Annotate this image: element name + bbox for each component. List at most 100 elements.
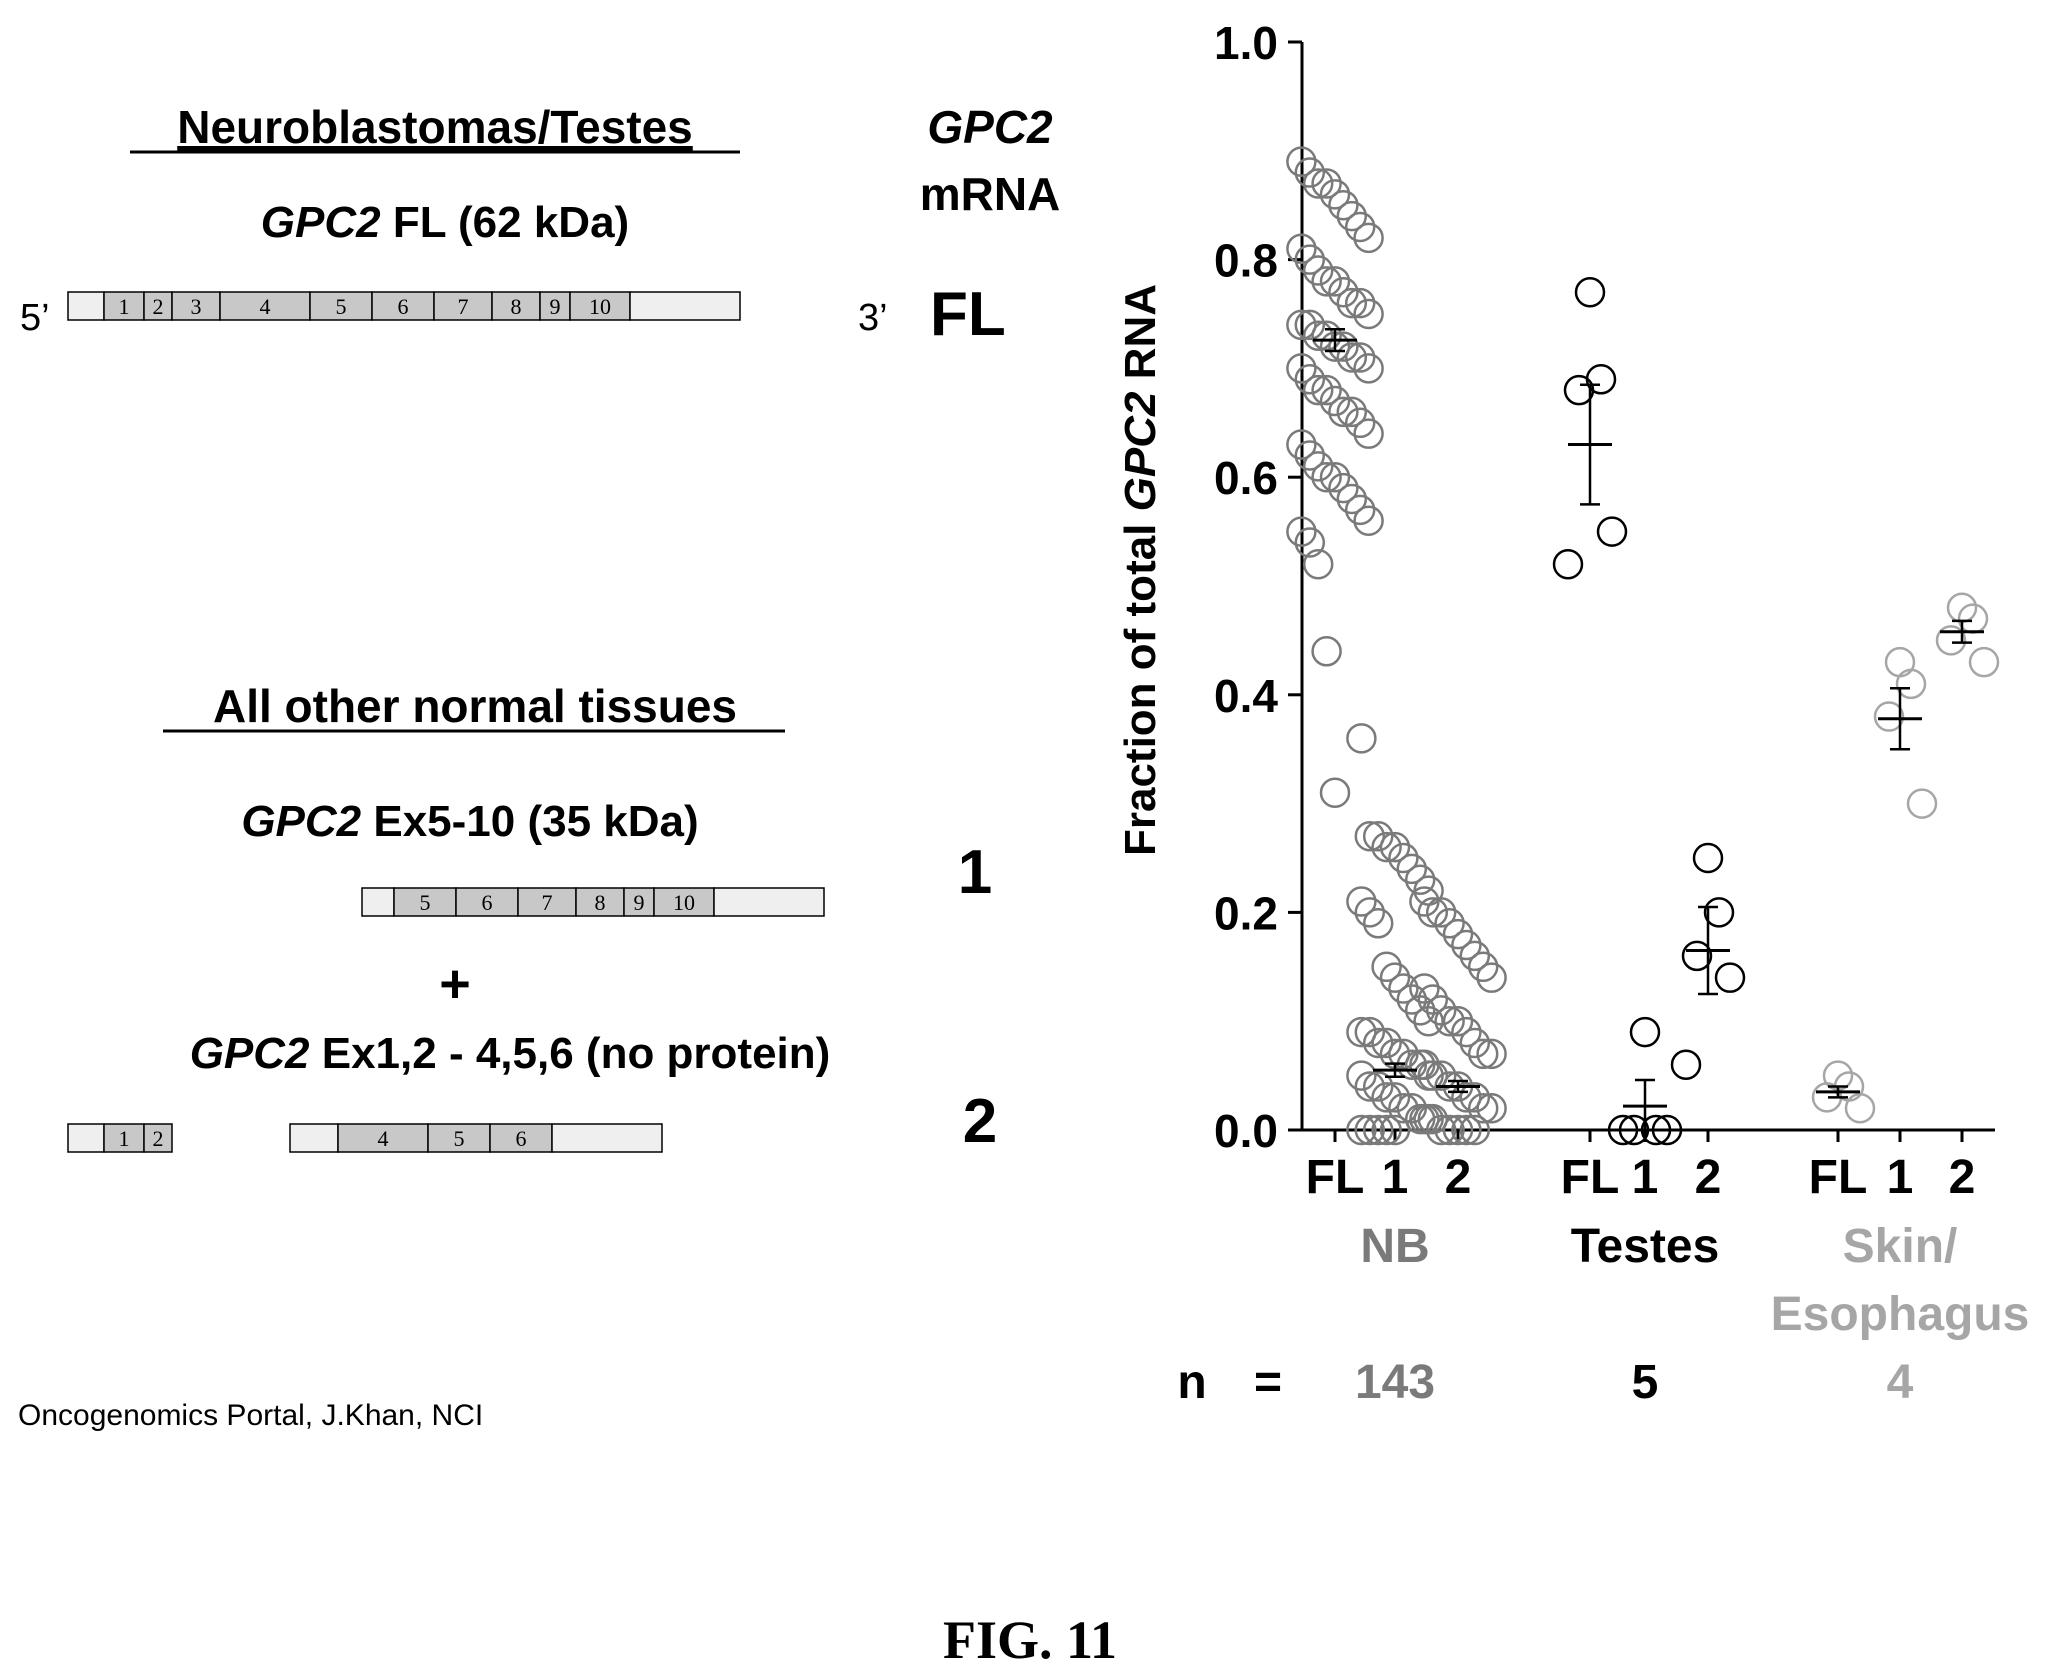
- data-point: [1328, 396, 1359, 428]
- data-point: [1434, 1005, 1465, 1037]
- isoform2-title: GPC2 Ex1,2 - 4,5,6 (no protein): [190, 1029, 831, 1078]
- data-point: [1442, 1005, 1474, 1037]
- data-point: [1968, 646, 2000, 678]
- y-tick-label: 0.2: [1214, 887, 1278, 939]
- exon-number: 4: [260, 294, 271, 319]
- data-point: [1417, 897, 1449, 928]
- data-point: [1425, 995, 1457, 1026]
- data-point: [1319, 266, 1351, 297]
- exon-box: [171, 291, 221, 321]
- exon-number: 3: [191, 294, 202, 319]
- data-point: [1629, 1016, 1661, 1048]
- exon-number: 1: [119, 1126, 130, 1151]
- exon-box: [653, 887, 715, 917]
- y-axis: 0.0 0.2 0.4 0.6 0.8 1.0: [1214, 17, 1995, 1157]
- x-tick-label: 1: [1632, 1151, 1659, 1204]
- column-head-mrna: mRNA: [920, 168, 1061, 220]
- data-point: [1294, 440, 1326, 471]
- y-axis-title: Fraction of total GPC2 RNA: [1116, 284, 1165, 856]
- y-tick-label: 1.0: [1214, 17, 1278, 69]
- data-point: [1286, 516, 1317, 547]
- row-label-fl: FL: [930, 280, 1006, 349]
- data-point: [1353, 298, 1384, 330]
- data-point: [1451, 1114, 1482, 1146]
- data-point: [1346, 723, 1377, 754]
- data-point: [1328, 331, 1359, 362]
- exon-number: 4: [378, 1126, 389, 1151]
- exon-box: [489, 1123, 553, 1153]
- y-tick-label: 0.0: [1214, 1105, 1278, 1157]
- data-point: [1895, 668, 1927, 700]
- data-point: [1451, 929, 1482, 961]
- data-point: [1467, 951, 1499, 983]
- data-point: [1714, 962, 1746, 993]
- data-point: [1353, 418, 1384, 449]
- exon-box: [623, 887, 655, 917]
- exon-number: 9: [550, 294, 561, 319]
- data-point: [1371, 1027, 1402, 1059]
- exon-box: [143, 1123, 173, 1153]
- exon-number: 8: [511, 294, 522, 319]
- data-point: [1286, 146, 1317, 177]
- exon-number: 10: [589, 294, 611, 319]
- data-point: [1346, 1114, 1377, 1146]
- scatter-chart: 0.0 0.2 0.4 0.6 0.8 1.0 Fraction of total GPC…: [1116, 17, 2029, 1409]
- y-tick-label: 0.8: [1214, 235, 1278, 287]
- data-point: [1467, 1038, 1499, 1070]
- data-point: [1873, 701, 1905, 732]
- data-point: [1302, 320, 1334, 352]
- data-point: [1344, 494, 1376, 526]
- data-point: [1286, 429, 1317, 460]
- data-point: [1906, 788, 1938, 819]
- data-point: [1425, 897, 1457, 928]
- data-point: [1404, 864, 1436, 896]
- data-point: [1371, 831, 1402, 863]
- data-point: [1362, 1114, 1394, 1146]
- utr-5-box: [67, 1123, 105, 1153]
- exon-number: 10: [673, 890, 695, 915]
- data-point: [1362, 820, 1394, 852]
- data-point: [1294, 244, 1326, 275]
- exon-number: 2: [153, 1126, 164, 1151]
- data-point: [1346, 1016, 1377, 1048]
- data-point: [1311, 636, 1342, 667]
- data-point: [1442, 918, 1474, 950]
- data-point: [1379, 1114, 1411, 1146]
- data-point: [1344, 407, 1376, 439]
- data-point: [1388, 973, 1419, 1004]
- data-point: [1346, 1060, 1377, 1091]
- data-point: [1286, 309, 1317, 341]
- data-point: [1409, 1049, 1440, 1080]
- data-point: [1328, 472, 1359, 504]
- source-credit: Oncogenomics Portal, J.Khan, NCI: [18, 1399, 483, 1432]
- data-point: [1409, 1103, 1440, 1135]
- data-point: [1311, 266, 1342, 297]
- data-point: [1459, 1082, 1491, 1113]
- utr-3-box: [551, 1123, 663, 1153]
- data-point: [1353, 505, 1384, 536]
- group-n-value: 4: [1887, 1356, 1914, 1409]
- data-point: [1302, 255, 1334, 286]
- exon-box: [569, 291, 631, 321]
- mean-sem-bars: [1313, 327, 1984, 1132]
- fl-isoform-title: GPC2 FL (62 kDa): [261, 198, 629, 247]
- data-point: [1294, 157, 1326, 188]
- data-point: [1319, 385, 1351, 417]
- data-point: [1344, 342, 1376, 373]
- y-tick-label: 0.4: [1214, 670, 1278, 722]
- exon-box: [575, 887, 625, 917]
- data-point: [1434, 1114, 1465, 1146]
- exon-box: [393, 887, 457, 917]
- data-point: [1336, 483, 1368, 515]
- data-point: [1286, 353, 1317, 384]
- y-tick-label: 0.6: [1214, 452, 1278, 504]
- data-point: [1467, 1092, 1499, 1124]
- data-point: [1434, 908, 1465, 939]
- group-label: Skin/: [1843, 1220, 1958, 1273]
- data-point: [1379, 962, 1411, 993]
- data-point: [1459, 940, 1491, 972]
- data-point: [1353, 222, 1384, 254]
- exon-number: 5: [420, 890, 431, 915]
